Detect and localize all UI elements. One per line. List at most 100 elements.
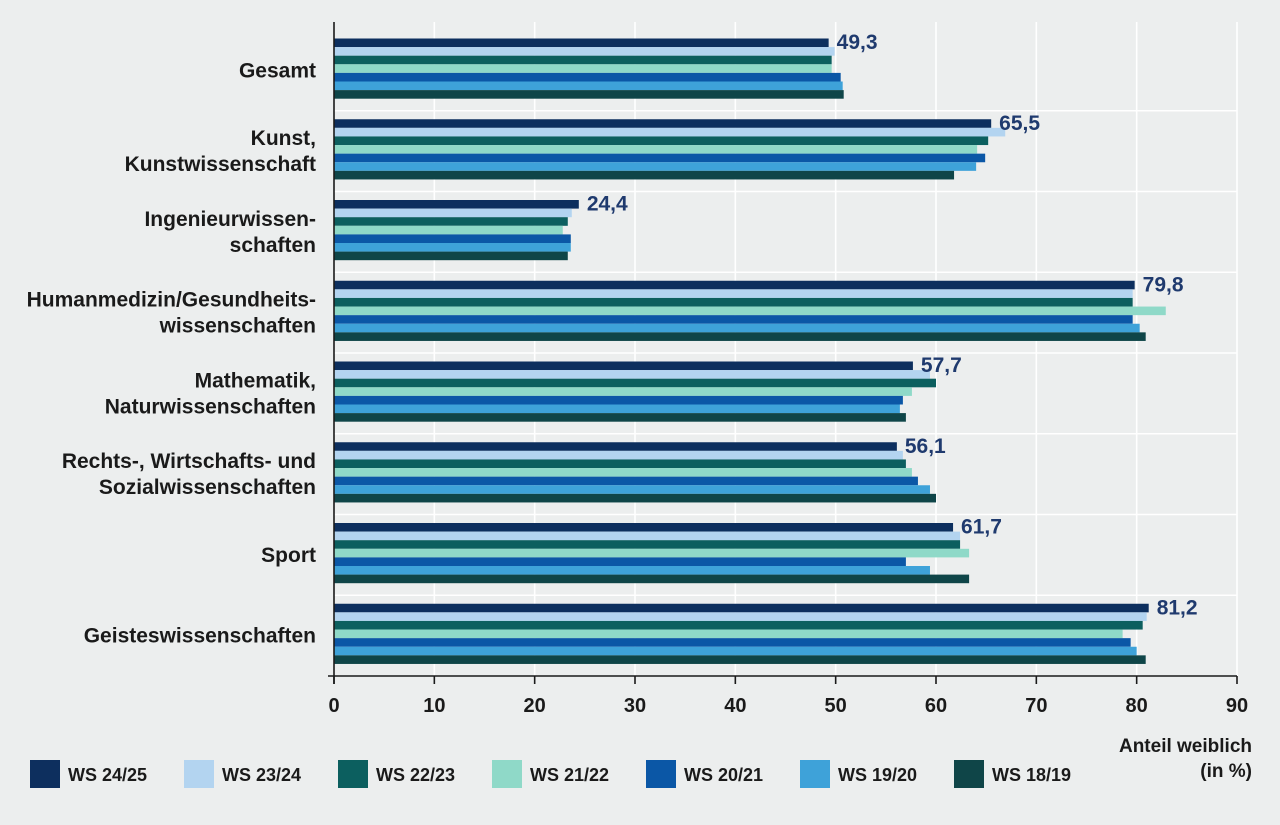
bar-rechts-wirtschafts-und-sozialwissenschaften-ws-22-23 <box>334 459 906 469</box>
bar-humanmedizin-gesundheits-wissenschaften-ws-23-24 <box>334 289 1133 298</box>
category-label-gesamt-line-1: Gesamt <box>239 59 316 82</box>
bar-humanmedizin-gesundheits-wissenschaften-ws-21-22 <box>334 306 1166 316</box>
x-tick-label-10: 10 <box>423 695 445 717</box>
bar-ingenieurwissen-schaften-ws-20-21 <box>334 234 571 243</box>
x-axis: 0 10 20 30 40 50 60 70 80 90 <box>328 22 1248 717</box>
bar-geisteswissenschaften-ws-18-19 <box>334 655 1146 664</box>
bar-geisteswissenschaften-ws-19-20 <box>334 646 1137 656</box>
bar-mathematik-naturwissenschaften-ws-24-25 <box>334 361 913 371</box>
legend-swatch-ws-19-20 <box>800 760 830 788</box>
category-label-ingenieurwissen-schaften-line-2: schaften <box>230 234 316 257</box>
value-label-humanmedizin-gesundheits-wissenschaften: 79,8 <box>1143 273 1184 296</box>
bar-geisteswissenschaften-ws-22-23 <box>334 620 1143 630</box>
bar-mathematik-naturwissenschaften-ws-23-24 <box>334 370 930 379</box>
legend-swatch-ws-21-22 <box>492 760 522 788</box>
category-label-ingenieurwissen-schaften-line-1: Ingenieurwissen- <box>144 208 316 231</box>
bar-sport-ws-24-25 <box>334 523 954 532</box>
bar-sport-ws-20-21 <box>334 557 906 566</box>
legend-swatch-ws-22-23 <box>338 760 368 788</box>
value-label-geisteswissenschaften: 81,2 <box>1157 596 1198 619</box>
bar-kunst-kunstwissenschaft-ws-21-22 <box>334 145 978 154</box>
bar-geisteswissenschaften-ws-24-25 <box>334 603 1149 613</box>
bar-gesamt-ws-21-22 <box>334 64 832 73</box>
category-label-sport-line-1: Sport <box>261 544 316 567</box>
bar-humanmedizin-gesundheits-wissenschaften-ws-24-25 <box>334 280 1135 290</box>
bar-mathematik-naturwissenschaften-ws-20-21 <box>334 395 903 405</box>
bar-geisteswissenschaften-ws-21-22 <box>334 629 1123 639</box>
x-tick-label-20: 20 <box>524 695 546 717</box>
value-label-kunst-kunstwissenschaft: 65,5 <box>999 112 1040 135</box>
bar-ingenieurwissen-schaften-ws-21-22 <box>334 225 563 235</box>
category-label-kunst-kunstwissenschaft-line-2: Kunstwissenschaft <box>125 153 316 176</box>
legend-label-ws-18-19: WS 18/19 <box>992 765 1071 785</box>
value-label-gesamt: 49,3 <box>837 31 878 54</box>
bar-kunst-kunstwissenschaft-ws-24-25 <box>334 119 992 128</box>
bar-geisteswissenschaften-ws-23-24 <box>334 612 1147 621</box>
legend-label-ws-19-20: WS 19/20 <box>838 765 917 785</box>
bar-ingenieurwissen-schaften-ws-18-19 <box>334 251 568 261</box>
bar-kunst-kunstwissenschaft-ws-22-23 <box>334 136 989 146</box>
value-label-ingenieurwissen-schaften: 24,4 <box>587 193 628 216</box>
legend-label-ws-22-23: WS 22/23 <box>376 765 455 785</box>
legend-label-ws-24-25: WS 24/25 <box>68 765 147 785</box>
bar-ingenieurwissen-schaften-ws-23-24 <box>334 208 572 218</box>
bar-kunst-kunstwissenschaft-ws-19-20 <box>334 162 977 171</box>
category-labels: Gesamt Kunst, Kunstwissenschaft Ingenieurwi… <box>27 59 316 647</box>
bar-ingenieurwissen-schaften-ws-19-20 <box>334 243 571 252</box>
category-label-rechts-wirtschafts-und-sozialwissenschaften-line-1: Rechts-, Wirtschafts- und <box>62 450 316 473</box>
category-label-humanmedizin-gesundheits-wissenschaften-line-2: wissenschaften <box>159 315 316 338</box>
category-label-humanmedizin-gesundheits-wissenschaften-line-1: Humanmedizin/Gesundheits- <box>27 289 316 312</box>
x-tick-label-50: 50 <box>825 695 847 717</box>
x-tick-label-60: 60 <box>925 695 947 717</box>
category-separators <box>334 109 1237 597</box>
bar-gesamt-ws-24-25 <box>334 38 829 48</box>
x-axis-title-line-1: Anteil weiblich <box>1119 736 1252 757</box>
x-tick-label-70: 70 <box>1025 695 1047 717</box>
bar-sport-ws-23-24 <box>334 531 961 541</box>
bar-sport-ws-19-20 <box>334 566 930 575</box>
bar-mathematik-naturwissenschaften-ws-19-20 <box>334 404 900 414</box>
category-label-rechts-wirtschafts-und-sozialwissenschaften-line-2: Sozialwissenschaften <box>99 476 316 499</box>
bar-humanmedizin-gesundheits-wissenschaften-ws-20-21 <box>334 315 1133 324</box>
legend-label-ws-21-22: WS 21/22 <box>530 765 609 785</box>
x-tick-label-80: 80 <box>1126 695 1148 717</box>
legend: WS 24/25 WS 23/24 WS 22/23 WS 21/22 WS 20/21… <box>30 760 1071 788</box>
bar-rechts-wirtschafts-und-sozialwissenschaften-ws-24-25 <box>334 442 897 451</box>
category-label-geisteswissenschaften-line-1: Geisteswissenschaften <box>84 625 316 648</box>
x-tick-label-0: 0 <box>328 695 339 717</box>
bar-mathematik-naturwissenschaften-ws-21-22 <box>334 387 912 396</box>
bar-gesamt-ws-18-19 <box>334 90 844 99</box>
bar-geisteswissenschaften-ws-20-21 <box>334 638 1131 647</box>
category-label-mathematik-naturwissenschaften-line-2: Naturwissenschaften <box>105 395 316 418</box>
legend-swatch-ws-18-19 <box>954 760 984 788</box>
legend-label-ws-20-21: WS 20/21 <box>684 765 763 785</box>
bar-rechts-wirtschafts-und-sozialwissenschaften-ws-18-19 <box>334 493 936 503</box>
bar-ingenieurwissen-schaften-ws-24-25 <box>334 200 579 209</box>
value-labels: 49,3 65,5 24,4 79,8 57,7 56,1 61,7 81,2 <box>587 31 1198 619</box>
bar-sport-ws-22-23 <box>334 540 961 549</box>
bar-ingenieurwissen-schaften-ws-22-23 <box>334 217 568 226</box>
legend-swatch-ws-20-21 <box>646 760 676 788</box>
bar-sport-ws-18-19 <box>334 574 970 584</box>
x-tick-label-40: 40 <box>724 695 746 717</box>
legend-label-ws-23-24: WS 23/24 <box>222 765 301 785</box>
bar-rechts-wirtschafts-und-sozialwissenschaften-ws-21-22 <box>334 468 912 477</box>
x-tick-label-30: 30 <box>624 695 646 717</box>
bar-rechts-wirtschafts-und-sozialwissenschaften-ws-19-20 <box>334 485 930 494</box>
value-label-mathematik-naturwissenschaften: 57,7 <box>921 354 962 377</box>
value-label-sport: 61,7 <box>961 516 1002 539</box>
bar-mathematik-naturwissenschaften-ws-22-23 <box>334 378 936 388</box>
bar-sport-ws-21-22 <box>334 548 970 558</box>
bar-humanmedizin-gesundheits-wissenschaften-ws-22-23 <box>334 297 1133 307</box>
legend-swatch-ws-24-25 <box>30 760 60 788</box>
bar-gesamt-ws-20-21 <box>334 72 841 82</box>
bar-humanmedizin-gesundheits-wissenschaften-ws-18-19 <box>334 332 1146 341</box>
category-label-kunst-kunstwissenschaft-line-1: Kunst, <box>251 127 316 150</box>
bar-rechts-wirtschafts-und-sozialwissenschaften-ws-23-24 <box>334 450 903 460</box>
bar-kunst-kunstwissenschaft-ws-18-19 <box>334 170 955 180</box>
bar-kunst-kunstwissenschaft-ws-23-24 <box>334 127 1006 137</box>
bars <box>334 38 1166 664</box>
legend-swatch-ws-23-24 <box>184 760 214 788</box>
